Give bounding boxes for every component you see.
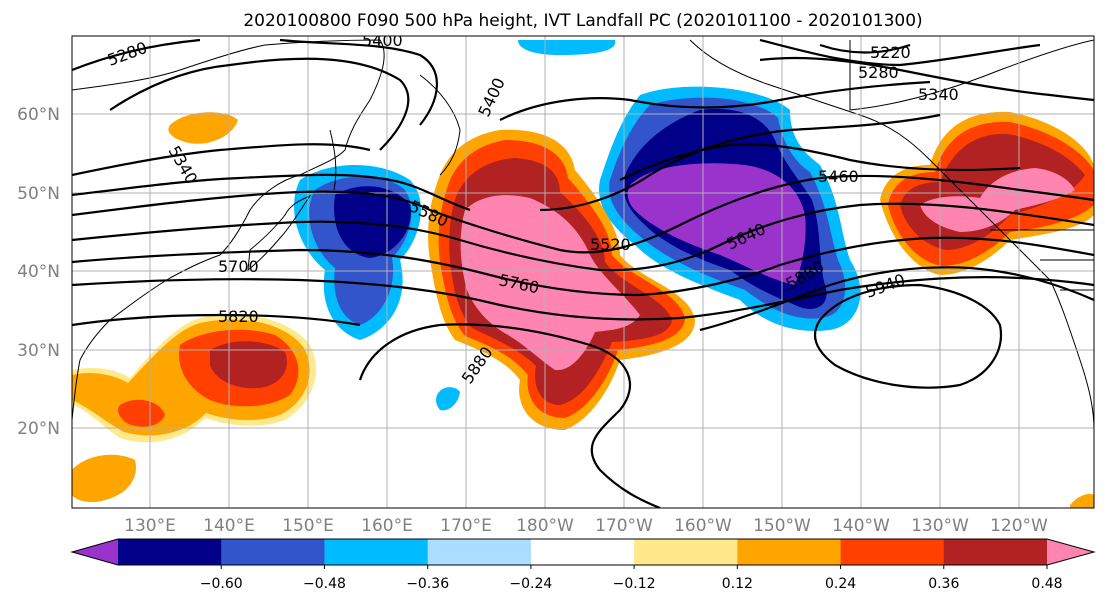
shade-neg-kuril-core xyxy=(334,186,411,258)
colorbar-tick-label: 0.12 xyxy=(722,576,753,592)
colorbar-outline xyxy=(70,538,1096,566)
lat-label: 20°N xyxy=(17,419,60,439)
lon-labels: 130°E 140°E 150°E 160°E 170°E 180°W 170°… xyxy=(124,516,1048,536)
contour-label: 5400 xyxy=(362,31,403,50)
height-contours xyxy=(72,38,1094,508)
contour-5280-west xyxy=(72,38,201,72)
colorbar-extend-max xyxy=(1047,539,1094,565)
contour-label: 5520 xyxy=(590,235,631,254)
coast-canada-n xyxy=(849,39,1094,111)
colorbar-bin xyxy=(737,539,842,565)
colorbar-bin xyxy=(840,539,945,565)
lon-label: 150°W xyxy=(753,516,811,536)
shade-neg-top xyxy=(518,40,616,55)
colorbar-tick-label: −0.24 xyxy=(509,576,552,592)
colorbar: −0.60 −0.48 −0.36 −0.24 −0.12 0.12 0.24 0.36 0.4… xyxy=(70,538,1096,592)
shade-pos-southeast xyxy=(1070,493,1094,508)
colorbar-bin xyxy=(324,539,429,565)
map-panel: 5280 5400 5220 5280 5340 5400 5340 5580 … xyxy=(71,31,1095,509)
contour-5640 xyxy=(72,202,1094,272)
colorbar-bin xyxy=(943,539,1048,565)
shade-pos-okhotsk xyxy=(168,112,238,144)
lon-label: 140°E xyxy=(203,516,255,536)
contour-label: 5820 xyxy=(218,307,259,326)
shade-pos-schina xyxy=(72,454,136,503)
lat-label: 30°N xyxy=(17,341,60,361)
lon-label: 170°W xyxy=(595,516,653,536)
contour-5700 xyxy=(72,236,1094,297)
contour-5400-top xyxy=(279,38,438,126)
colorbar-bin xyxy=(634,539,738,565)
colorbar-tick-label: 0.36 xyxy=(928,576,959,592)
colorbar-bin xyxy=(118,539,222,565)
contour-5460 xyxy=(619,143,1021,181)
lon-label: 130°W xyxy=(911,516,969,536)
lon-label: 160°W xyxy=(674,516,732,536)
contour-5580 xyxy=(72,174,1094,254)
graticule xyxy=(72,36,1094,508)
colorbar-extend-min xyxy=(72,539,118,565)
coast-alaska xyxy=(689,39,1094,431)
contour-5880-east xyxy=(699,266,1094,332)
coast-sakhalin xyxy=(329,129,337,191)
shade-pos-east-p5 xyxy=(920,168,1075,232)
coastlines xyxy=(72,39,1094,431)
colorbar-bin xyxy=(221,539,325,565)
coast-kamchatka xyxy=(419,74,461,176)
lon-label: 140°W xyxy=(832,516,890,536)
contour-label: 5460 xyxy=(818,167,859,186)
colorbar-tick-label: 0.24 xyxy=(825,576,856,592)
shade-pos-philsea-p3b xyxy=(117,399,165,427)
contour-label: 5220 xyxy=(870,43,911,62)
shade-neg-small xyxy=(436,387,460,411)
lon-label: 130°E xyxy=(124,516,176,536)
contour-5820 xyxy=(72,313,361,327)
ivt-shading xyxy=(72,40,1094,508)
map-frame xyxy=(71,35,1095,509)
contour-5340-west xyxy=(109,57,410,151)
colorbar-ticks: −0.60 −0.48 −0.36 −0.24 −0.12 0.12 0.24 0.36 0.4… xyxy=(200,565,1063,592)
colorbar-tick-label: −0.12 xyxy=(613,576,656,592)
colorbar-tick-label: 0.48 xyxy=(1031,576,1062,592)
contour-label: 5340 xyxy=(918,85,959,104)
lat-label: 60°N xyxy=(17,105,60,125)
contour-b xyxy=(72,173,471,212)
contour-a xyxy=(72,143,371,177)
contour-5520 xyxy=(539,113,941,212)
contour-label: 5280 xyxy=(858,63,899,82)
colorbar-tick-label: −0.60 xyxy=(200,576,243,592)
contour-5220 xyxy=(819,43,911,54)
lat-labels: 60°N 50°N 40°N 30°N 20°N xyxy=(17,105,60,439)
contour-label: 5700 xyxy=(218,257,259,276)
lon-label: 160°E xyxy=(361,516,413,536)
contour-5400-east xyxy=(499,80,931,121)
colorbar-bins xyxy=(72,539,1094,565)
contour-5880-central xyxy=(358,323,661,508)
contour-5760 xyxy=(72,276,1094,321)
colorbar-tick-label: −0.48 xyxy=(303,576,346,592)
colorbar-tick-label: −0.36 xyxy=(406,576,449,592)
colorbar-bin xyxy=(427,539,532,565)
shade-neg-central-n1 xyxy=(627,163,806,285)
contour-5940 xyxy=(813,283,1003,389)
lon-label: 180°W xyxy=(516,516,574,536)
figure-title: 2020100800 F090 500 hPa height, IVT Land… xyxy=(243,11,922,31)
lat-label: 40°N xyxy=(17,262,60,282)
lon-label: 120°W xyxy=(990,516,1048,536)
coast-usa xyxy=(990,229,1094,291)
colorbar-bin xyxy=(530,539,635,565)
lat-label: 50°N xyxy=(17,184,60,204)
lon-label: 150°E xyxy=(282,516,334,536)
coast-asia xyxy=(72,39,385,421)
lon-label: 170°E xyxy=(440,516,492,536)
contour-5340-east xyxy=(759,56,1094,102)
contour-5280-east xyxy=(759,38,1041,67)
